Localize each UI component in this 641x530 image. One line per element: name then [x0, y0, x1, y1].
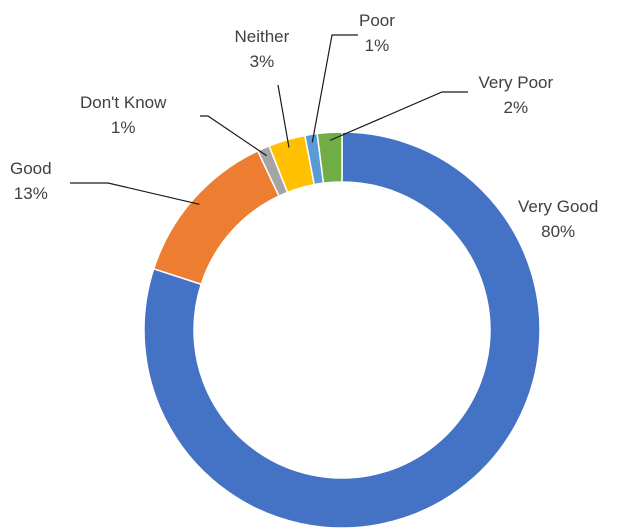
label-neither: Neither 3% — [235, 24, 290, 74]
label-good-value: 13% — [13, 184, 48, 203]
label-neither-value: 3% — [249, 52, 275, 71]
label-poor: Poor 1% — [359, 8, 395, 58]
label-very-good: Very Good 80% — [518, 194, 598, 244]
label-poor-name: Poor — [359, 11, 395, 30]
slice-very-good — [143, 131, 541, 529]
label-dont-know-name: Don't Know — [80, 93, 167, 112]
label-very-poor-value: 2% — [503, 98, 529, 117]
leader-line-poor — [311, 34, 358, 143]
label-dont-know: Don't Know 1% — [80, 90, 166, 140]
slice-very-poor — [316, 131, 343, 185]
leader-line-neither — [277, 84, 290, 148]
label-poor-value: 1% — [364, 36, 390, 55]
label-very-good-value: 80% — [541, 222, 576, 241]
label-good: Good 13% — [10, 156, 52, 206]
label-dont-know-value: 1% — [110, 118, 136, 137]
label-good-name: Good — [10, 159, 52, 178]
leader-line-good — [70, 182, 200, 205]
label-very-poor: Very Poor 2% — [479, 70, 554, 120]
leader-line-don-t-know — [200, 115, 267, 157]
leader-line-very-poor — [329, 91, 468, 141]
label-very-poor-name: Very Poor — [478, 73, 554, 92]
label-neither-name: Neither — [234, 27, 290, 46]
slice-good — [152, 149, 280, 286]
label-very-good-name: Very Good — [518, 197, 599, 216]
